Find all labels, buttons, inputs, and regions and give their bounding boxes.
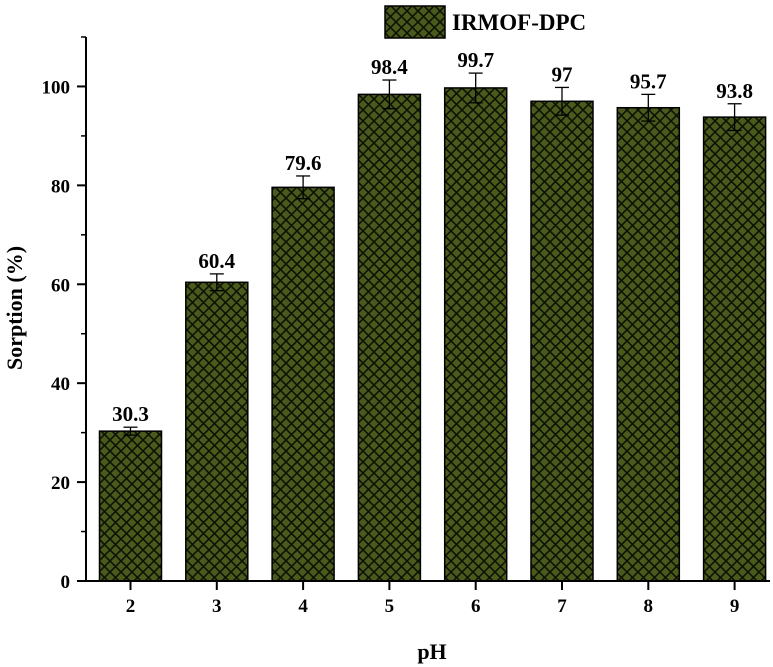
bar [702, 116, 767, 582]
x-tick-label: 7 [557, 596, 567, 617]
error-bar [209, 273, 224, 292]
data-label: 97 [552, 62, 573, 86]
legend-swatch [384, 5, 446, 39]
bar [530, 100, 594, 582]
data-labels: 30.3 60.4 79.6 98.4 99.7 97 95.7 93.8 [112, 48, 753, 426]
y-ticks: 0 20 40 60 80 100 [42, 36, 86, 593]
y-tick-label: 40 [51, 374, 70, 395]
data-label: 60.4 [198, 249, 235, 273]
error-bar [468, 72, 483, 104]
data-label: 99.7 [457, 48, 494, 72]
error-bar [555, 86, 569, 116]
bar [357, 93, 422, 582]
y-tick-label: 80 [51, 176, 70, 197]
bar [443, 87, 508, 582]
x-tick-label: 3 [212, 596, 222, 617]
y-tick-label: 20 [51, 473, 70, 494]
x-tick-label: 6 [471, 596, 481, 617]
error-bar [296, 175, 311, 200]
x-ticks: 2 3 4 5 6 7 8 9 [126, 581, 740, 617]
x-axis-title: pH [417, 639, 446, 664]
data-label: 98.4 [371, 55, 408, 79]
error-bar [382, 79, 397, 110]
y-tick-label: 60 [51, 275, 70, 296]
data-label: 95.7 [630, 69, 667, 93]
x-tick-label: 5 [385, 596, 395, 617]
y-tick-label: 0 [61, 572, 71, 593]
x-tick-label: 9 [730, 596, 740, 617]
bar [271, 186, 335, 582]
legend: IRMOF-DPC [384, 5, 586, 39]
error-bars [123, 72, 742, 436]
bar [98, 430, 163, 582]
error-bar [641, 93, 656, 122]
error-bar [123, 426, 138, 436]
legend-label: IRMOF-DPC [452, 10, 586, 35]
y-tick-label: 100 [42, 77, 71, 98]
error-bar [727, 103, 742, 132]
data-label: 93.8 [716, 79, 753, 103]
bar [616, 106, 681, 582]
x-tick-label: 4 [298, 596, 308, 617]
data-label: 79.6 [285, 151, 322, 175]
bars [98, 87, 767, 582]
x-tick-label: 8 [644, 596, 654, 617]
bar [185, 281, 249, 582]
x-tick-label: 2 [126, 596, 136, 617]
y-axis-title: Sorption (%) [2, 246, 27, 370]
data-label: 30.3 [112, 402, 149, 426]
